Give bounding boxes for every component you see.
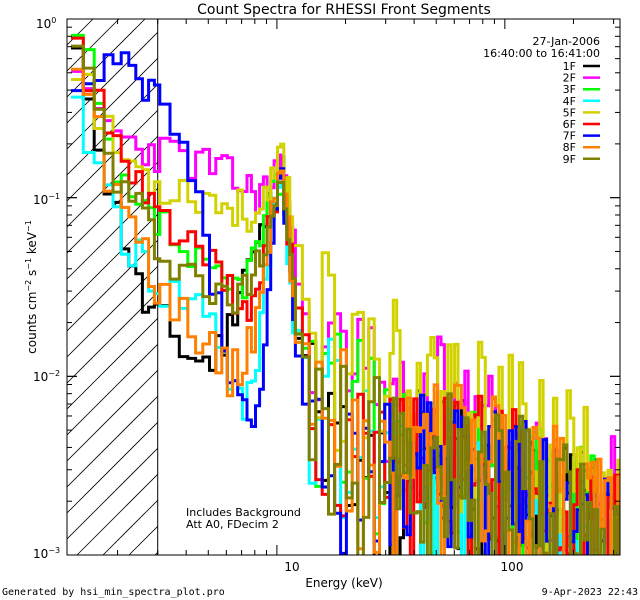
- hatch-line: [67, 344, 158, 436]
- x-tick-label: 10: [284, 560, 299, 574]
- hatch-line: [102, 500, 158, 555]
- annotation-attenuator: Att A0, FDecim 2: [186, 518, 279, 531]
- plot-frame: [66, 18, 621, 556]
- hatch-line: [67, 370, 158, 462]
- legend-label: 9F: [563, 153, 576, 166]
- legend-label: 4F: [563, 95, 576, 108]
- legend-label: 8F: [563, 141, 576, 154]
- hatch-line: [67, 318, 158, 410]
- x-axis-label: Energy (keV): [305, 576, 382, 590]
- hatch-line: [67, 214, 158, 306]
- legend-label: 7F: [563, 130, 576, 143]
- hatch-line: [67, 448, 158, 540]
- annotation-background: Includes Background: [186, 506, 301, 519]
- series-9F: [71, 44, 620, 555]
- chart-title: Count Spectra for RHESSI Front Segments: [197, 2, 491, 18]
- y-axis-label: counts cm−2 s−1 keV−1: [24, 220, 39, 354]
- hatch-line: [67, 396, 158, 488]
- hatch-line: [67, 292, 158, 384]
- hatch-line: [67, 19, 146, 98]
- footer-generated-by: Generated by hsi_min_spectra_plot.pro: [2, 587, 225, 598]
- hatch-line: [67, 240, 158, 332]
- axis-ticks: [67, 18, 620, 556]
- hatch-line: [67, 19, 94, 46]
- hatch-line: [128, 526, 158, 555]
- series-group: [71, 33, 620, 555]
- date-label: 27-Jan-2006: [533, 35, 601, 48]
- legend-label: 3F: [563, 83, 576, 96]
- y-tick-label: 10−1: [33, 192, 60, 207]
- legend-label: 1F: [563, 60, 576, 73]
- x-tick-label: 100: [501, 560, 524, 574]
- y-tick-label: 100: [36, 16, 56, 31]
- hatch-line: [76, 474, 158, 555]
- hatch-line: [67, 422, 158, 514]
- hatch-line: [67, 19, 120, 72]
- y-tick-label: 10−3: [33, 546, 60, 561]
- y-tick-label: 10−2: [33, 369, 60, 384]
- footer-timestamp: 9-Apr-2023 22:43: [542, 587, 638, 598]
- legend-label: 2F: [563, 72, 576, 85]
- legend-label: 6F: [563, 118, 576, 131]
- legend-label: 5F: [563, 106, 576, 119]
- time-range-label: 16:40:00 to 16:41:00: [483, 47, 600, 60]
